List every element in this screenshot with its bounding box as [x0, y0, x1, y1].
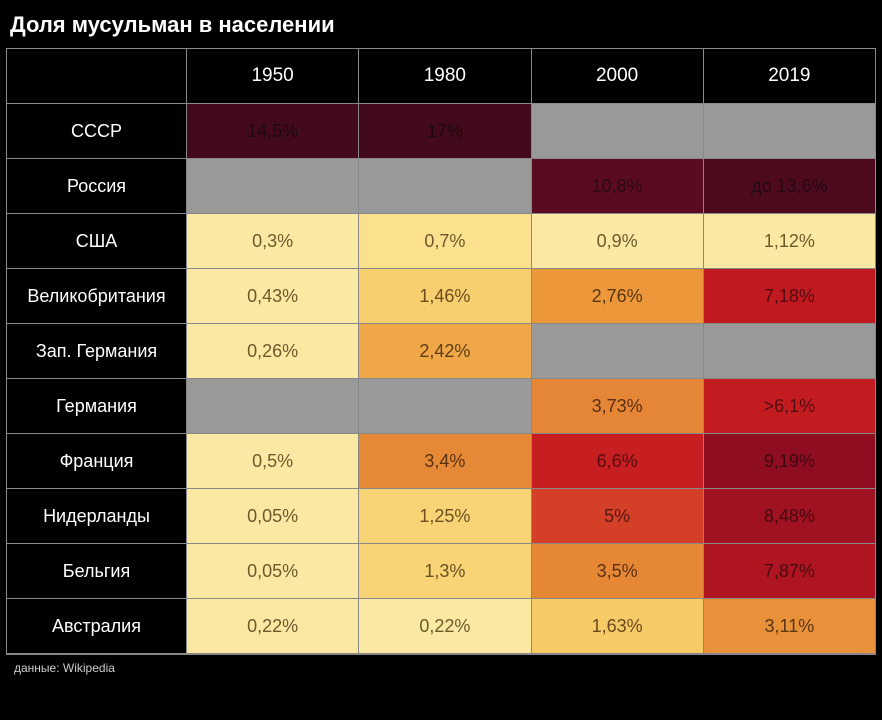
data-cell: 1,63% [531, 599, 703, 654]
data-cell [187, 159, 359, 214]
data-cell: 17% [359, 104, 531, 159]
data-cell: 3,11% [703, 599, 875, 654]
data-cell: 1,46% [359, 269, 531, 324]
table-row: Германия 3,73%>6,1% [7, 379, 876, 434]
col-header: 1980 [359, 49, 531, 104]
row-header: СССР [7, 104, 187, 159]
data-cell: 1,3% [359, 544, 531, 599]
data-cell: 0,9% [531, 214, 703, 269]
header-row: 1950 1980 2000 2019 [7, 49, 876, 104]
data-cell: 2,42% [359, 324, 531, 379]
row-header: Германия [7, 379, 187, 434]
table-row: Бельгия0,05%1,3%3,5%7,87% [7, 544, 876, 599]
col-header: 1950 [187, 49, 359, 104]
table-row: США0,3%0,7%0,9%1,12% [7, 214, 876, 269]
data-cell: 0,22% [359, 599, 531, 654]
data-cell: 10,8% [531, 159, 703, 214]
table-body: СССР14,5%17%Россия10,8%до 13,6%США0,3%0,… [7, 104, 876, 654]
col-header: 2019 [703, 49, 875, 104]
data-cell: 0,05% [187, 489, 359, 544]
row-header: Великобритания [7, 269, 187, 324]
data-cell [359, 379, 531, 434]
row-header: Россия [7, 159, 187, 214]
row-header: США [7, 214, 187, 269]
table-row: Франция0,5%3,4%6,6%9,19% [7, 434, 876, 489]
data-cell [703, 324, 875, 379]
data-cell: 0,7% [359, 214, 531, 269]
data-cell: 0,05% [187, 544, 359, 599]
data-cell: 1,25% [359, 489, 531, 544]
row-header: Австралия [7, 599, 187, 654]
data-cell: 0,43% [187, 269, 359, 324]
data-cell [187, 379, 359, 434]
table-row: Великобритания0,43%1,46%2,76%7,18% [7, 269, 876, 324]
data-cell [531, 104, 703, 159]
data-cell: 2,76% [531, 269, 703, 324]
data-cell: 5% [531, 489, 703, 544]
data-cell: 9,19% [703, 434, 875, 489]
table-row: Зап. Германия0,26%2,42% [7, 324, 876, 379]
table-row: СССР14,5%17% [7, 104, 876, 159]
table-row: Россия 10,8%до 13,6% [7, 159, 876, 214]
chart-container: Доля мусульман в населении 1950 1980 200… [0, 0, 882, 720]
row-header: Бельгия [7, 544, 187, 599]
row-header: Зап. Германия [7, 324, 187, 379]
table-row: Нидерланды0,05%1,25%5%8,48% [7, 489, 876, 544]
data-cell: 3,4% [359, 434, 531, 489]
data-cell: 0,22% [187, 599, 359, 654]
row-header: Франция [7, 434, 187, 489]
col-header: 2000 [531, 49, 703, 104]
data-cell: 3,73% [531, 379, 703, 434]
data-cell: до 13,6% [703, 159, 875, 214]
data-cell [531, 324, 703, 379]
data-cell: 0,26% [187, 324, 359, 379]
footer-source: данные: Wikipedia [6, 654, 876, 675]
chart-title: Доля мусульман в населении [0, 0, 882, 48]
row-header: Нидерланды [7, 489, 187, 544]
data-cell: 1,12% [703, 214, 875, 269]
data-cell: >6,1% [703, 379, 875, 434]
data-cell: 7,87% [703, 544, 875, 599]
table-row: Австралия0,22%0,22%1,63%3,11% [7, 599, 876, 654]
data-cell: 14,5% [187, 104, 359, 159]
corner-cell [7, 49, 187, 104]
data-cell: 7,18% [703, 269, 875, 324]
data-cell: 0,5% [187, 434, 359, 489]
data-cell: 8,48% [703, 489, 875, 544]
data-cell [359, 159, 531, 214]
data-cell: 6,6% [531, 434, 703, 489]
data-cell [703, 104, 875, 159]
data-cell: 0,3% [187, 214, 359, 269]
data-cell: 3,5% [531, 544, 703, 599]
heatmap-table: 1950 1980 2000 2019 СССР14,5%17%Россия10… [6, 48, 876, 654]
